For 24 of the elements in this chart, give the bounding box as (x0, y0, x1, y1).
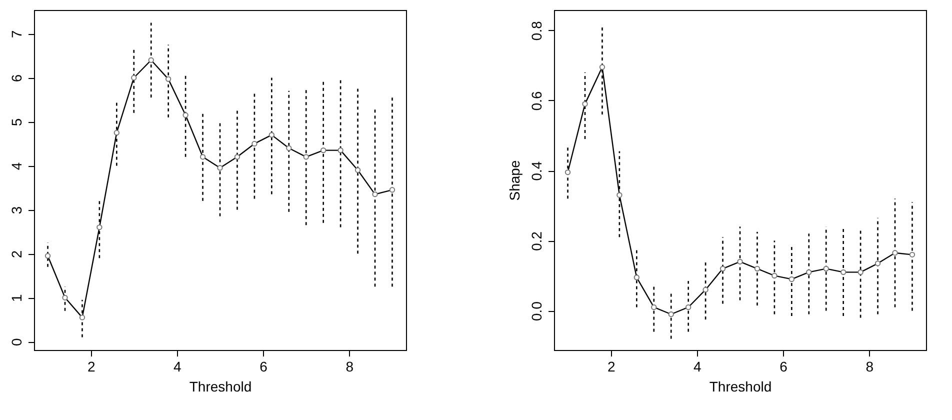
y-tick-label: 5 (8, 118, 24, 126)
x-tick-label: 8 (866, 358, 874, 374)
y-axis-title: Shape (506, 160, 522, 201)
y-tick-label: 0.8 (528, 20, 544, 41)
x-tick-label: 2 (607, 358, 616, 374)
y-tick-label: 0.2 (528, 231, 544, 251)
y-tick-label: 2 (8, 250, 24, 258)
y-tick-label: 0.4 (528, 161, 544, 181)
x-tick-label: 4 (694, 358, 702, 374)
y-tick-label: 3 (8, 206, 24, 214)
y-tick-label: 6 (8, 74, 24, 82)
x-tick-label: 4 (174, 358, 182, 374)
x-axis-title: Threshold (709, 378, 772, 394)
y-tick-label: 0.0 (528, 301, 544, 321)
y-tick-label: 7 (8, 30, 24, 38)
x-tick-label: 8 (346, 358, 354, 374)
x-tick-label: 6 (260, 358, 268, 374)
y-tick-label: 4 (8, 162, 24, 170)
y-tick-label: 0 (8, 338, 24, 346)
y-tick-label: 0.6 (528, 90, 544, 111)
x-tick-label: 6 (780, 358, 788, 374)
x-tick-label: 2 (87, 358, 96, 374)
y-tick-label: 1 (8, 294, 24, 302)
x-axis-title: Threshold (189, 378, 252, 394)
